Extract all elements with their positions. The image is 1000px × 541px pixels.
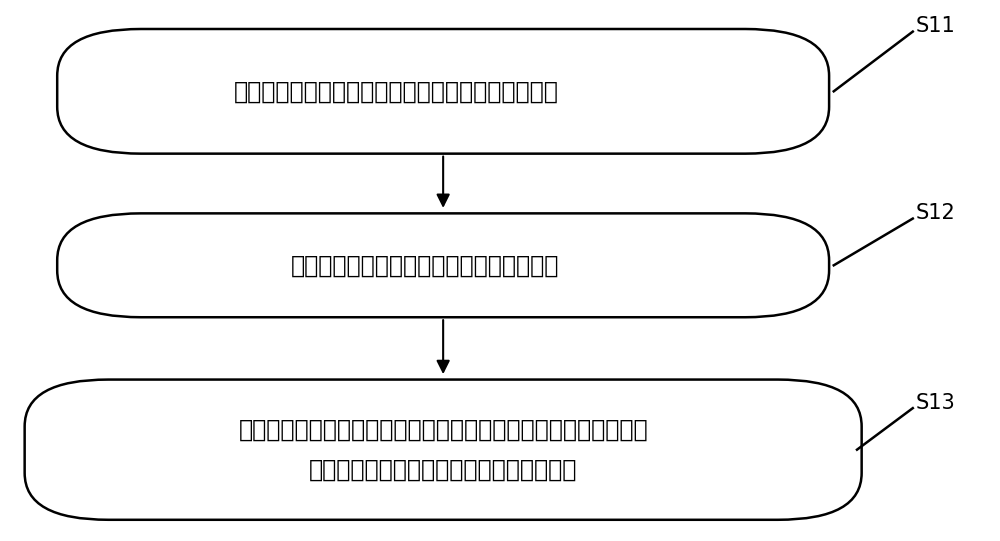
Text: 将所述庞加莱图特征输入至预先训练好的分类模型，分类模型输出
所述实时呼吸波形数据对应的人机异步类型: 将所述庞加莱图特征输入至预先训练好的分类模型，分类模型输出 所述实时呼吸波形数据… <box>238 418 648 481</box>
Text: 提取所述实时呼吸波形数据的庞加莱图特征: 提取所述实时呼吸波形数据的庞加莱图特征 <box>290 253 559 278</box>
Text: 获取待测对象在机械通气过程中的实时呼吸波形数据: 获取待测对象在机械通气过程中的实时呼吸波形数据 <box>234 80 559 103</box>
FancyBboxPatch shape <box>57 29 829 154</box>
FancyBboxPatch shape <box>25 380 862 520</box>
Text: S11: S11 <box>916 16 955 36</box>
Text: S12: S12 <box>916 203 955 223</box>
Text: S13: S13 <box>916 393 955 413</box>
FancyBboxPatch shape <box>57 213 829 317</box>
